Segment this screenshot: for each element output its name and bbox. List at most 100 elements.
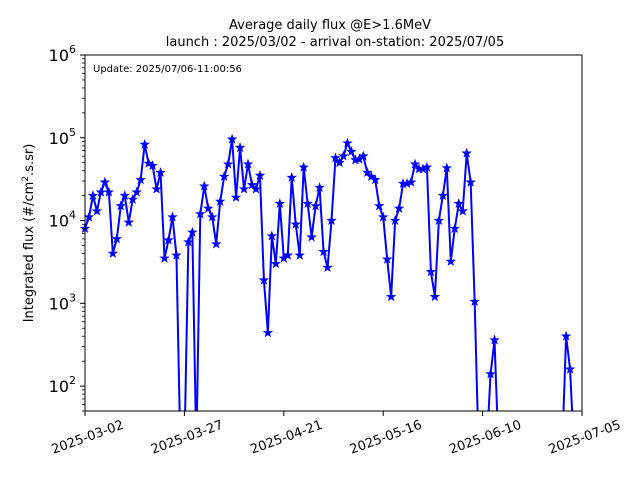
data-point <box>195 208 206 219</box>
y-tick-base: 10 <box>49 212 69 231</box>
series-segment <box>159 171 166 260</box>
data-point <box>425 266 437 277</box>
data-point <box>322 262 333 273</box>
series-segment <box>215 200 222 246</box>
series-segment <box>562 335 568 411</box>
series-segment <box>425 166 432 273</box>
data-point <box>230 191 242 202</box>
series-segment <box>449 227 456 263</box>
series-layer <box>85 138 574 411</box>
series-segment <box>390 219 397 298</box>
data-point <box>242 158 254 169</box>
data-point <box>250 183 262 194</box>
chart-subtitle: launch : 2025/03/02 - arrival on-station… <box>166 35 504 50</box>
data-point <box>183 236 194 247</box>
series-segment <box>278 202 285 260</box>
series-segment <box>262 279 269 334</box>
data-point <box>210 238 222 249</box>
series-segment <box>211 216 218 246</box>
series-segment <box>235 146 242 199</box>
data-point <box>143 157 154 168</box>
data-point <box>151 183 162 194</box>
series-segment <box>473 300 479 411</box>
series-segment <box>398 182 405 210</box>
series-segment <box>231 138 238 199</box>
series-segment <box>266 235 273 334</box>
data-point <box>131 186 142 197</box>
data-point <box>393 202 405 213</box>
chart-title: Average daily flux @E>1.6MeV <box>229 18 431 33</box>
series-segment <box>243 163 250 191</box>
data-point <box>370 174 381 185</box>
data-point <box>334 157 345 168</box>
series-segment <box>151 164 158 191</box>
data-point <box>485 368 496 379</box>
series-segment <box>258 174 265 282</box>
data-point <box>409 158 421 169</box>
data-point <box>326 215 337 225</box>
y-tick-exponent: 4 <box>69 209 76 222</box>
series-segment <box>127 198 134 224</box>
series-segment <box>469 181 476 303</box>
series-segment <box>290 176 297 226</box>
data-point <box>358 150 369 161</box>
series-segment <box>115 204 122 240</box>
series-segment <box>184 241 190 411</box>
series-segment <box>171 216 178 257</box>
series-segment <box>493 339 499 411</box>
data-point <box>119 190 130 201</box>
data-point <box>262 327 274 338</box>
series-segment <box>453 202 460 230</box>
data-point <box>163 234 174 245</box>
series-segment <box>310 204 317 239</box>
data-point <box>290 218 301 229</box>
data-point <box>171 249 182 260</box>
data-point <box>99 176 111 187</box>
data-point <box>441 162 453 173</box>
series-segment <box>306 202 313 239</box>
data-point <box>246 179 258 190</box>
series-segment <box>286 176 293 257</box>
data-point <box>405 176 417 187</box>
series-segment <box>219 175 226 203</box>
data-point <box>302 198 313 209</box>
data-point <box>83 211 95 222</box>
series-segment <box>195 212 202 411</box>
data-point <box>433 215 445 225</box>
data-point <box>214 195 226 206</box>
data-point <box>139 138 150 149</box>
series-segment <box>107 191 114 255</box>
data-point <box>377 211 389 222</box>
data-point <box>234 142 246 153</box>
data-point <box>218 171 230 181</box>
y-tick-exponent: 5 <box>69 126 76 139</box>
data-point <box>389 215 401 225</box>
data-point <box>107 248 119 258</box>
data-point <box>258 274 270 285</box>
data-point <box>314 182 325 193</box>
data-point <box>469 296 480 306</box>
data-point <box>310 200 321 211</box>
y-tick-label: 105 <box>49 126 76 148</box>
series-segment <box>382 216 389 261</box>
series-segment <box>203 185 210 210</box>
data-point <box>453 198 464 209</box>
data-point <box>103 186 115 197</box>
series-segment <box>298 166 305 257</box>
series-segment <box>175 254 181 411</box>
data-point <box>87 190 99 201</box>
data-point <box>282 249 293 260</box>
data-point <box>560 330 572 341</box>
data-point <box>338 150 349 161</box>
data-point <box>294 249 305 260</box>
y-tick-exponent: 2 <box>69 374 76 387</box>
data-point <box>155 167 166 177</box>
y-axis-label-sup: 2 <box>21 176 31 182</box>
y-tick-exponent: 3 <box>69 291 76 304</box>
data-point <box>199 180 210 191</box>
data-point <box>421 161 433 172</box>
y-tick-base: 10 <box>49 377 69 396</box>
data-point <box>298 161 309 172</box>
data-point <box>381 253 393 264</box>
